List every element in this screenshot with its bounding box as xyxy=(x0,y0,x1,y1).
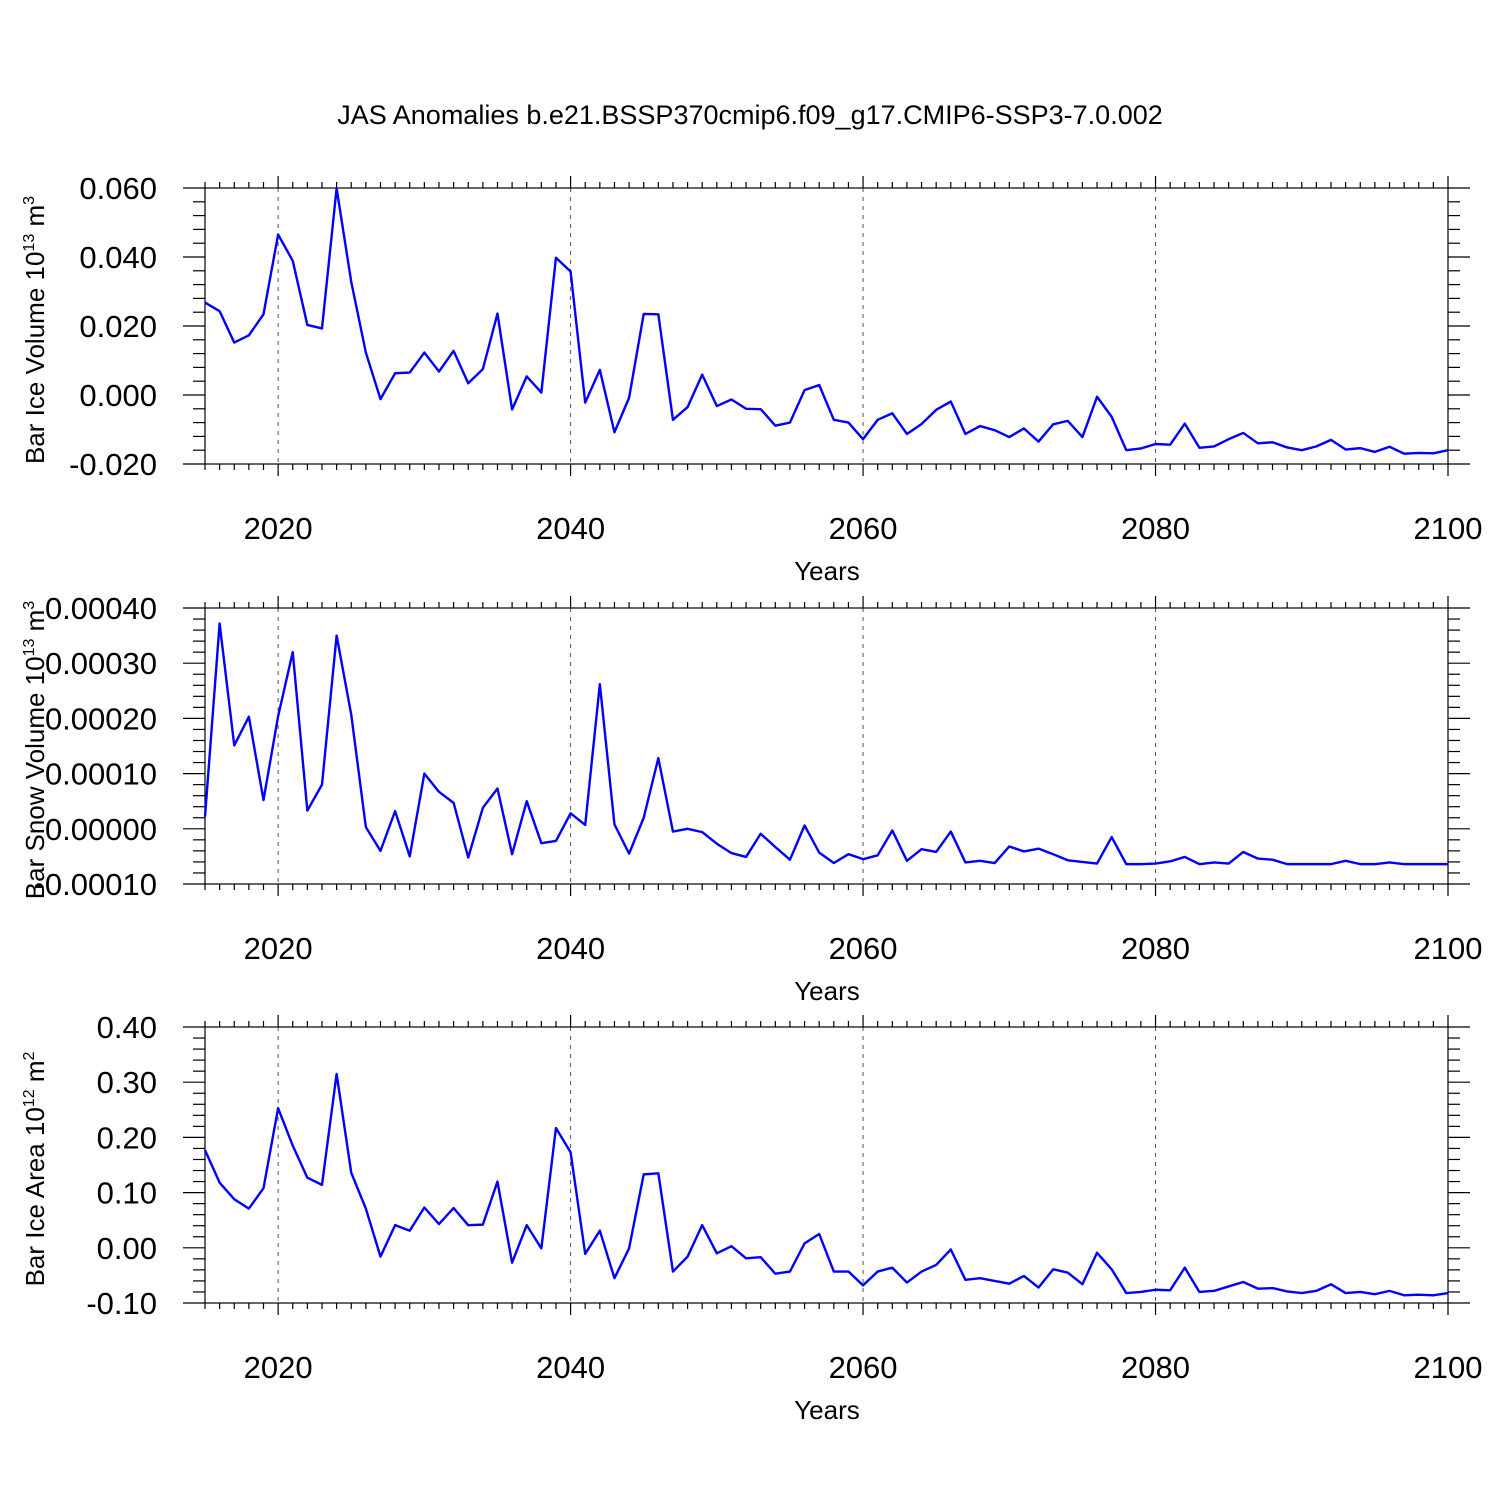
x-tick-label: 2100 xyxy=(1414,931,1483,966)
y-tick-label: 0.00040 xyxy=(45,591,157,626)
x-tick-label: 2060 xyxy=(829,931,898,966)
x-axis-label: Years xyxy=(794,556,860,586)
y-axis-label: Bar Ice Area 1012 m2 xyxy=(20,1051,50,1286)
y-tick-label: 0.00030 xyxy=(45,646,157,681)
series-line-1 xyxy=(203,1072,1449,1297)
x-tick-label: 2040 xyxy=(536,931,605,966)
y-axis-label: Bar Snow Volume 1013 m3 xyxy=(20,601,50,900)
y-tick-label: -0.00010 xyxy=(35,867,157,902)
plot-frame xyxy=(204,187,1449,465)
x-axis-label: Years xyxy=(794,976,860,1006)
x-tick-label: 2040 xyxy=(536,511,605,546)
x-tick-label: 2020 xyxy=(244,511,313,546)
x-tick-label: 2100 xyxy=(1414,1350,1483,1385)
x-tick-label: 2040 xyxy=(536,1350,605,1385)
y-tick-label: 0.00 xyxy=(97,1231,157,1266)
x-tick-label: 2080 xyxy=(1121,511,1190,546)
y-tick-label: -0.020 xyxy=(69,447,157,482)
series-line-1 xyxy=(203,622,1448,866)
y-tick-label: 0.30 xyxy=(97,1065,157,1100)
chart-panel-1: 2020 2040 2060 2080 2100 Years -0.020 0.000 0.02… xyxy=(20,171,1482,586)
y-tick-label: 0.020 xyxy=(79,309,157,344)
x-tick-label: 2020 xyxy=(244,1350,313,1385)
y-axis-label: Bar Ice Volume 1013 m3 xyxy=(20,196,50,464)
x-tick-label: 2080 xyxy=(1121,931,1190,966)
chart-panel-3: 2020 2040 2060 2080 2100 Years -0.10 0.00 0.10 0.… xyxy=(20,1010,1482,1425)
plot-frame xyxy=(204,607,1449,885)
y-tick-label: 0.00020 xyxy=(45,701,157,736)
y-tick-label: -0.10 xyxy=(86,1286,157,1321)
x-tick-label: 2100 xyxy=(1414,511,1483,546)
y-tick-label: 0.000 xyxy=(79,378,157,413)
x-tick-label: 2060 xyxy=(829,1350,898,1385)
y-tick-label: 0.40 xyxy=(97,1010,157,1045)
x-tick-label: 2060 xyxy=(829,511,898,546)
y-tick-label: 0.00000 xyxy=(45,812,157,847)
chart-title: JAS Anomalies b.e21.BSSP370cmip6.f09_g17… xyxy=(337,100,1163,130)
series-line-1 xyxy=(204,187,1449,455)
x-axis-label: Years xyxy=(794,1395,860,1425)
y-tick-label: 0.10 xyxy=(97,1176,157,1211)
chart-panel-2: 2020 2040 2060 2080 2100 Years -0.00010 0.00000… xyxy=(20,591,1482,1006)
y-tick-label: 0.040 xyxy=(79,240,157,275)
y-tick-label: 0.20 xyxy=(97,1120,157,1155)
x-tick-label: 2080 xyxy=(1121,1350,1190,1385)
plot-frame xyxy=(204,1026,1449,1304)
y-tick-label: 0.00010 xyxy=(45,757,157,792)
y-tick-label: 0.060 xyxy=(79,171,157,206)
x-tick-label: 2020 xyxy=(244,931,313,966)
